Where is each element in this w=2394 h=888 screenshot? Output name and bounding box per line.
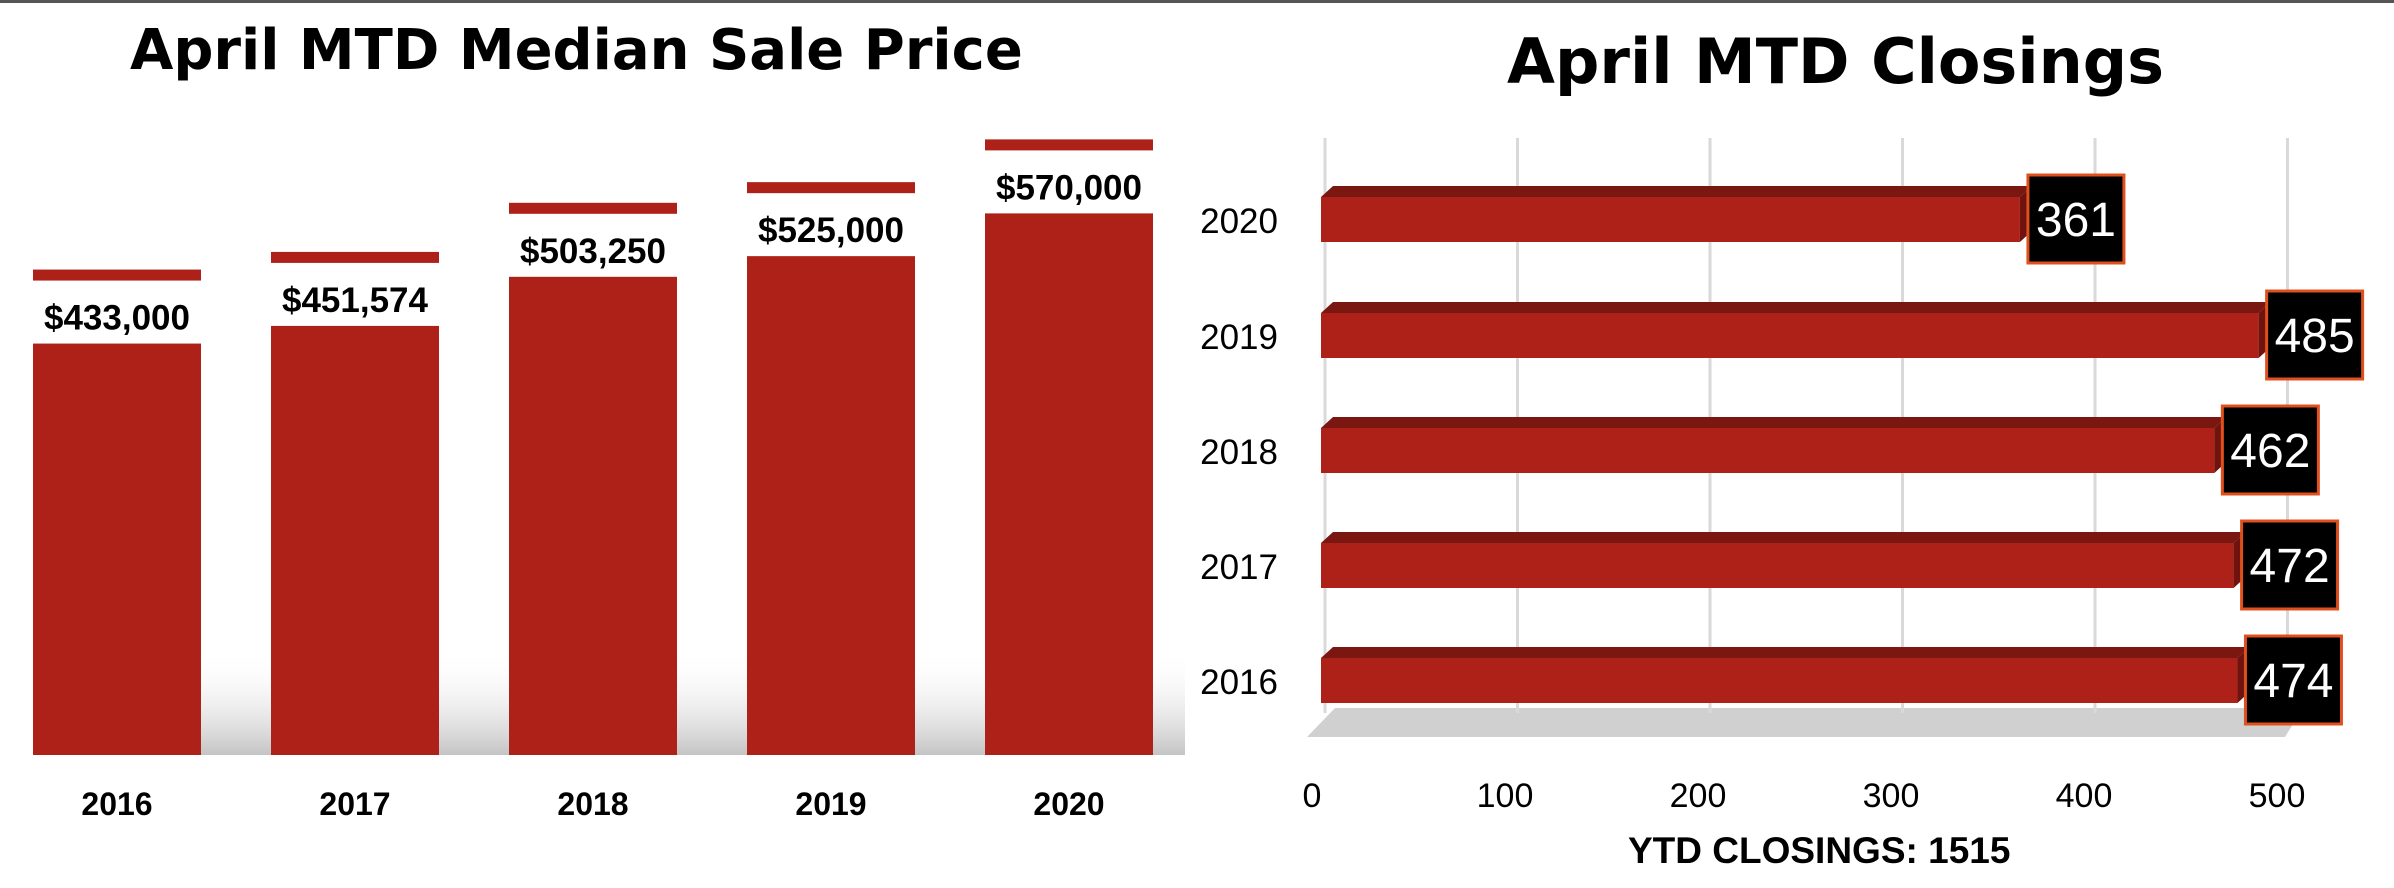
- closings-bar: [1321, 428, 2215, 473]
- closings-value-label: 472: [2250, 540, 2330, 593]
- closings-value-label: 361: [2036, 194, 2116, 247]
- closings-value-label: 462: [2230, 425, 2310, 478]
- year-category-label: 2017: [1200, 548, 1278, 587]
- median-price-chart-title: April MTD Median Sale Price: [130, 18, 1023, 83]
- price-bar-cap: [985, 139, 1153, 151]
- closings-chart: 0 100 200 300 400 500 361 2020 485 2019 462 2018 472…: [1200, 138, 2365, 815]
- price-bar: [985, 213, 1153, 756]
- year-tick-label: 2018: [557, 786, 628, 822]
- closings-bar-top: [1321, 532, 2246, 543]
- closings-value-label: 485: [2275, 310, 2355, 363]
- ytd-closings-label: YTD CLOSINGS: 1515: [1628, 830, 2011, 871]
- closings-bar-top: [1321, 302, 2271, 313]
- closings-value-box: [2265, 289, 2365, 381]
- top-border-line: [0, 0, 2394, 3]
- x-tick-label: 500: [2249, 777, 2306, 815]
- closings-bar: [1321, 658, 2238, 703]
- closings-chart-title: April MTD Closings: [1507, 25, 2164, 98]
- closings-bar: [1321, 313, 2259, 358]
- closings-value-box: [2240, 519, 2340, 611]
- year-category-label: 2019: [1200, 318, 1278, 357]
- price-data-label: $433,000: [44, 299, 190, 338]
- price-bar-cap: [509, 202, 677, 214]
- closings-bar-top: [1321, 417, 2227, 428]
- price-data-label: $451,574: [282, 281, 429, 320]
- closings-value-box: [2220, 404, 2320, 496]
- closings-bar-top: [1321, 186, 2032, 197]
- x-tick-label: 300: [1863, 777, 1920, 815]
- closings-value-box: [2026, 173, 2126, 265]
- chart-floor: [1307, 708, 2303, 737]
- price-bar-cap: [747, 182, 915, 194]
- price-bar: [747, 256, 915, 755]
- closings-bar: [1321, 197, 2020, 242]
- price-bar-cap: [271, 251, 439, 263]
- price-data-label: $525,000: [758, 211, 904, 250]
- x-tick-label: 0: [1303, 777, 1322, 815]
- price-bar: [509, 276, 677, 755]
- closings-bar: [1321, 543, 2234, 588]
- closings-bar-top: [1321, 647, 2250, 658]
- year-tick-label: 2019: [795, 786, 866, 822]
- price-bar-cap: [33, 269, 201, 281]
- year-category-label: 2016: [1200, 663, 1278, 702]
- price-data-label: $503,250: [520, 232, 666, 271]
- year-tick-label: 2020: [1033, 786, 1104, 822]
- x-tick-label: 400: [2056, 777, 2113, 815]
- price-bar: [33, 343, 201, 755]
- median-price-chart: $433,000 2016 $451,574 2017 $503,250 2018 $525…: [33, 139, 1185, 822]
- x-tick-label: 100: [1477, 777, 1534, 815]
- price-data-label: $570,000: [996, 168, 1142, 207]
- year-category-label: 2020: [1200, 202, 1278, 241]
- closings-chart-panel: April MTD Closings 0 100 200 300 400 500 361 20…: [1195, 0, 2394, 888]
- year-category-label: 2018: [1200, 433, 1278, 472]
- price-bar: [271, 325, 439, 755]
- closings-value-label: 474: [2253, 655, 2333, 708]
- year-tick-label: 2017: [319, 786, 390, 822]
- median-price-chart-panel: April MTD Median Sale Price $433,000 2016…: [0, 0, 1195, 888]
- x-tick-label: 200: [1670, 777, 1727, 815]
- closings-value-box: [2243, 634, 2343, 726]
- year-tick-label: 2016: [81, 786, 152, 822]
